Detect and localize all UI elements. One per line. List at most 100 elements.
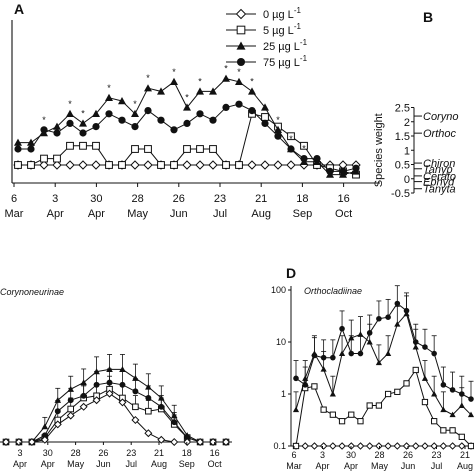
panel-a-point bbox=[183, 119, 191, 127]
panel-d-point bbox=[467, 411, 474, 418]
panel-c-series bbox=[2, 375, 230, 446]
panel-a-point bbox=[92, 123, 100, 131]
panel-b-y-tick-label: 2.5 bbox=[395, 103, 410, 115]
panel-d-point bbox=[320, 366, 327, 372]
panel-c-x-tick-day: 30 bbox=[43, 448, 53, 458]
panel-d-point bbox=[412, 343, 419, 350]
panel-a-point bbox=[247, 160, 257, 170]
panel-d-point bbox=[458, 402, 465, 409]
panel-d-point bbox=[375, 442, 383, 450]
panel-c-point bbox=[67, 397, 74, 404]
panel-c-point bbox=[170, 437, 179, 447]
panel-a-point bbox=[143, 160, 153, 170]
panel-c-point bbox=[209, 437, 218, 447]
panel-c-point bbox=[119, 381, 126, 388]
panel-b-taxon-label: Orthoc bbox=[423, 128, 457, 140]
panel-d-title: Orthocladiinae bbox=[304, 286, 362, 296]
panel-d-point bbox=[384, 390, 392, 398]
panel-a-significance-star: * bbox=[289, 134, 293, 144]
panel-d-point bbox=[330, 354, 336, 361]
panel-a-point bbox=[79, 141, 87, 150]
panel-a-point bbox=[66, 109, 74, 117]
panel-c-point bbox=[118, 398, 127, 407]
panel-a-point bbox=[196, 110, 204, 118]
panel-d-point bbox=[458, 433, 465, 440]
panel-d-series bbox=[293, 285, 474, 402]
panel-a-point bbox=[40, 129, 48, 137]
panel-d-point bbox=[311, 383, 318, 390]
panel-a-series bbox=[14, 74, 360, 178]
panel-a-point bbox=[182, 160, 192, 170]
panel-a-point bbox=[235, 77, 243, 85]
panel-a-significance-star: * bbox=[198, 76, 202, 86]
panel-a-point bbox=[195, 160, 205, 170]
panel-a-x-tick-day: 23 bbox=[214, 193, 226, 205]
panel-a-point bbox=[130, 160, 140, 170]
panel-d-point bbox=[448, 442, 457, 450]
panel-d-y-tick-label: 100 bbox=[271, 285, 286, 295]
panel-a-point bbox=[27, 138, 35, 146]
panel-a-point bbox=[66, 119, 74, 127]
panel-d-point bbox=[449, 387, 456, 393]
panel-a-point bbox=[183, 145, 191, 153]
panel-a-point bbox=[157, 116, 165, 124]
legend-label-sup: -1 bbox=[294, 22, 302, 31]
panel-b-y-tick-label: -0.5 bbox=[391, 188, 410, 200]
panel-a-x-tick-month: Oct bbox=[335, 208, 352, 220]
panel-c-x-tick-day: 26 bbox=[98, 448, 108, 458]
panel-d-point bbox=[329, 442, 337, 450]
panel-b-taxon-label: Tanyp bbox=[423, 164, 453, 176]
panel-d-point bbox=[394, 321, 401, 327]
panel-a-point bbox=[53, 129, 61, 137]
panel-a-point bbox=[105, 161, 113, 169]
legend-label-sup: -1 bbox=[300, 54, 308, 63]
panel-c-point bbox=[54, 396, 62, 403]
panel-b-taxon-label: Cerato bbox=[423, 171, 456, 183]
panel-label-a: A bbox=[14, 1, 24, 17]
panel-c-point bbox=[41, 432, 48, 439]
panel-a-x-tick-day: 16 bbox=[337, 193, 349, 205]
panel-c-x-tick-day: 3 bbox=[17, 448, 22, 458]
panel-c-point bbox=[132, 374, 139, 381]
panel-a-x-tick-day: 30 bbox=[90, 193, 102, 205]
panel-c-point bbox=[105, 389, 114, 398]
panel-d-x-tick-month: Mar bbox=[286, 461, 302, 471]
panel-d-point bbox=[412, 339, 419, 345]
panel-a-point bbox=[118, 116, 126, 124]
panel-c-point bbox=[132, 388, 139, 395]
panel-a-point bbox=[222, 74, 230, 82]
panel-d-series bbox=[292, 366, 474, 450]
panel-a-x-tick-day: 6 bbox=[11, 193, 17, 205]
panel-a-point bbox=[300, 141, 308, 150]
panel-d-point bbox=[338, 350, 346, 357]
panel-a-point bbox=[274, 125, 282, 133]
panel-d-point bbox=[402, 442, 411, 450]
panel-a-point bbox=[170, 126, 178, 134]
panel-a-point bbox=[235, 161, 243, 169]
panel-c-point bbox=[92, 396, 101, 405]
panel-c-point bbox=[158, 403, 165, 410]
panel-a-x-tick-month: May bbox=[127, 208, 148, 220]
panel-label-b: B bbox=[423, 9, 433, 25]
panel-d-point bbox=[439, 442, 448, 450]
panel-c-point bbox=[66, 411, 75, 420]
panel-a-point bbox=[144, 84, 152, 92]
panel-a-significance-star: * bbox=[133, 99, 137, 109]
panel-c-point bbox=[196, 437, 205, 447]
panel-d-point bbox=[384, 442, 392, 450]
panel-d-x-tick-month: Apr bbox=[315, 461, 329, 471]
panel-d-point bbox=[339, 325, 345, 332]
panel-c-point bbox=[67, 405, 75, 413]
panel-c-point bbox=[221, 437, 231, 447]
panel-c-x-tick-month: Oct bbox=[208, 459, 223, 469]
panel-d-point bbox=[422, 344, 428, 350]
panel-a-significance-star: * bbox=[185, 92, 189, 102]
panel-a-significance-star: * bbox=[302, 144, 306, 154]
panel-a-significance-star: * bbox=[276, 115, 280, 125]
panel-a-point bbox=[65, 160, 75, 170]
legend-label: 5 µg L-1 bbox=[263, 22, 301, 37]
panel-d-x-tick-month: Aug bbox=[457, 461, 473, 471]
panel-b-taxon-label: Ephyd bbox=[423, 177, 455, 189]
panel-c-series-group bbox=[0, 354, 232, 447]
